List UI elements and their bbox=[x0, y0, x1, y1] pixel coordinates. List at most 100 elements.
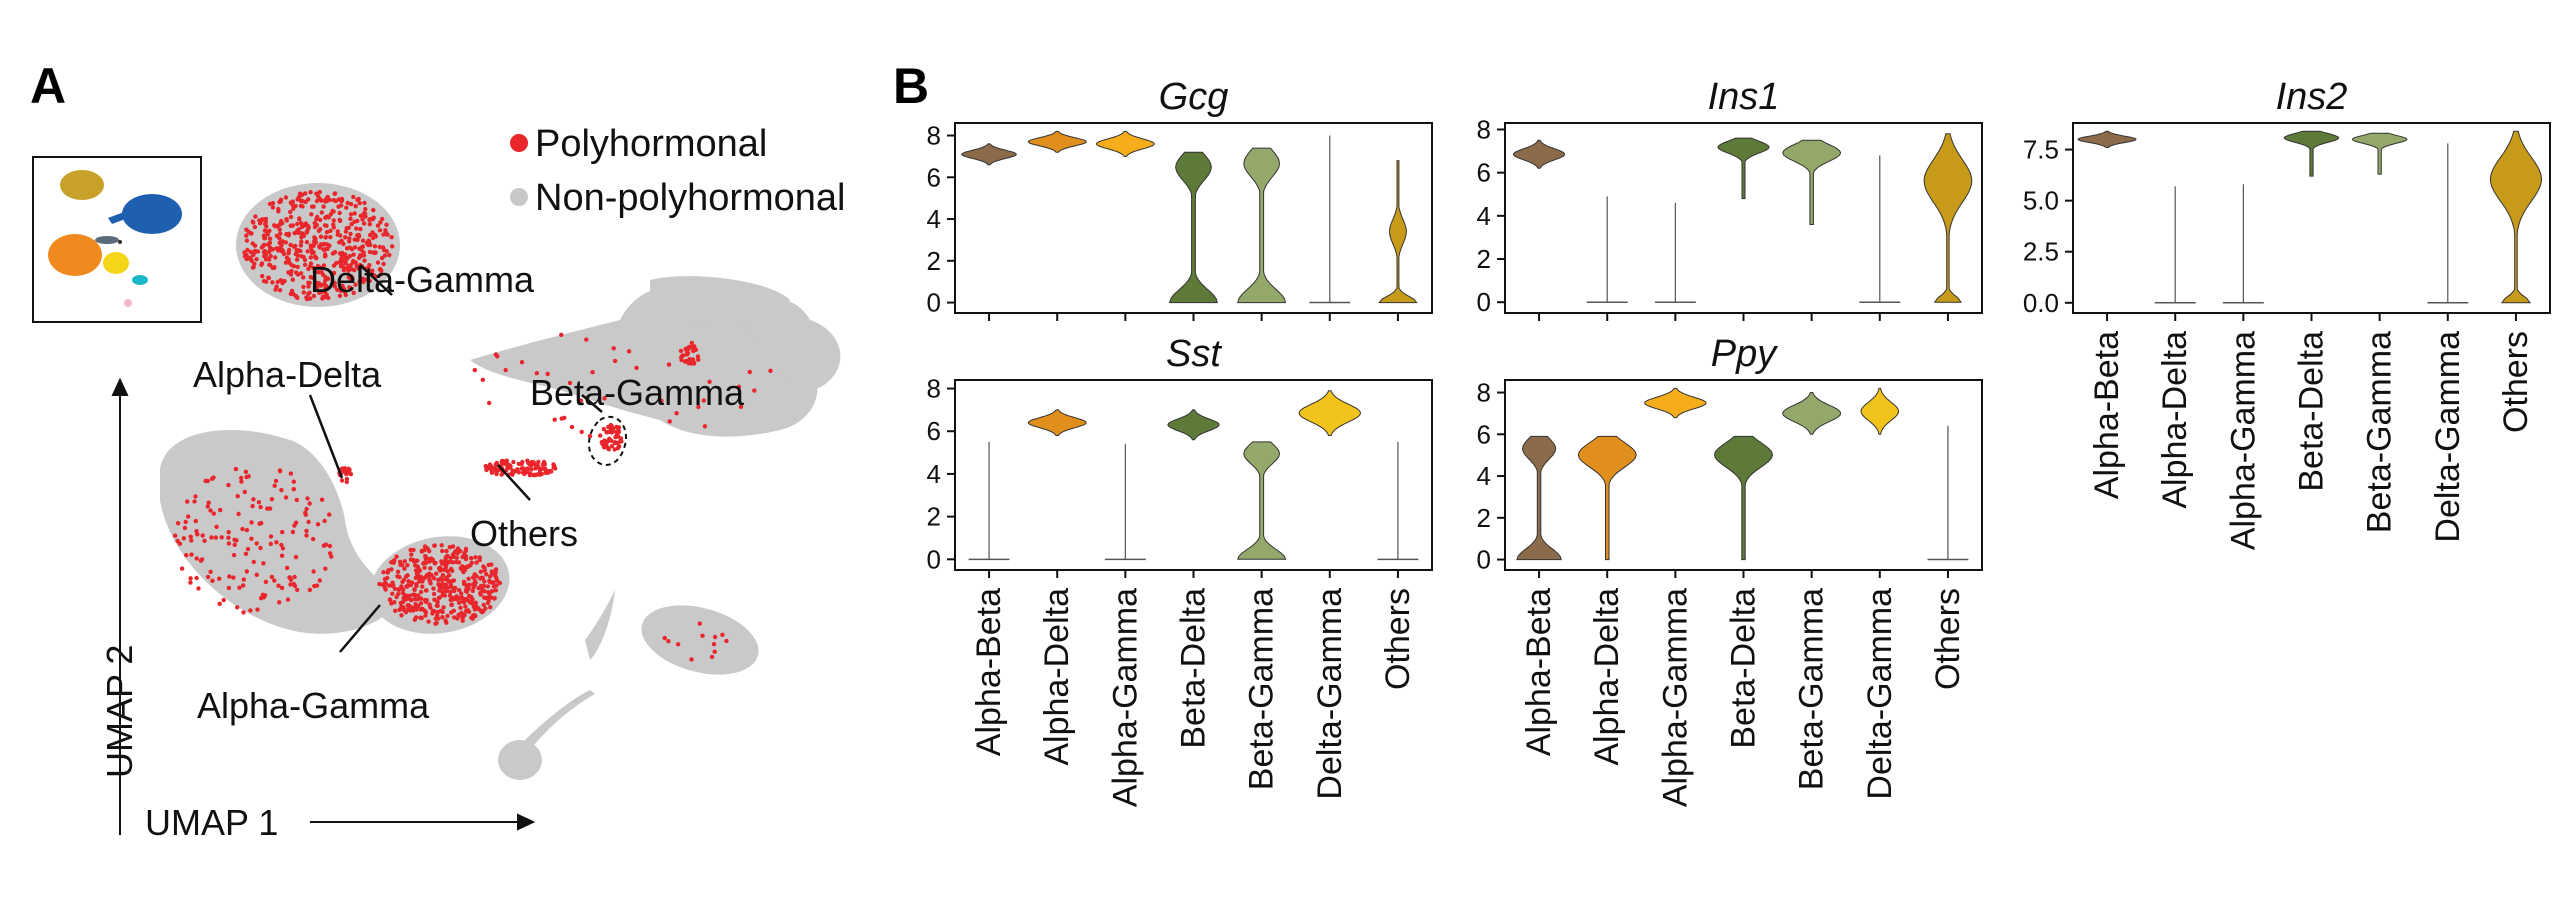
gene-title: Ppy bbox=[1711, 333, 1778, 375]
polyhormonal-point bbox=[357, 200, 362, 206]
polyhormonal-point bbox=[340, 466, 345, 471]
polyhormonal-point bbox=[290, 529, 296, 535]
polyhormonal-point bbox=[252, 261, 257, 267]
polyhormonal-point bbox=[402, 559, 407, 564]
polyhormonal-point bbox=[270, 201, 276, 206]
polyhormonal-point bbox=[346, 268, 351, 273]
polyhormonal-point bbox=[349, 247, 355, 252]
legend-marker-polyhormonal bbox=[510, 134, 528, 152]
polyhormonal-point bbox=[519, 360, 525, 365]
polyhormonal-point bbox=[251, 252, 256, 257]
gene-title: Gcg bbox=[1159, 76, 1229, 118]
polyhormonal-point bbox=[324, 223, 329, 228]
polyhormonal-point bbox=[613, 434, 619, 439]
polyhormonal-point bbox=[348, 231, 353, 237]
polyhormonal-point bbox=[666, 362, 672, 367]
polyhormonal-point bbox=[339, 478, 345, 483]
polyhormonal-point bbox=[709, 654, 715, 660]
polyhormonal-point bbox=[272, 578, 277, 583]
polyhormonal-point bbox=[312, 235, 317, 240]
polyhormonal-point bbox=[256, 500, 262, 505]
violin-alpha-beta bbox=[2077, 130, 2137, 148]
polyhormonal-point bbox=[248, 249, 253, 255]
polyhormonal-point bbox=[366, 239, 372, 244]
annotation-others: Others bbox=[470, 513, 578, 554]
polyhormonal-point bbox=[424, 588, 429, 593]
polyhormonal-point bbox=[385, 575, 390, 581]
polyhormonal-point bbox=[239, 475, 244, 481]
polyhormonal-point bbox=[301, 290, 306, 295]
polyhormonal-point bbox=[284, 217, 289, 222]
polyhormonal-point bbox=[325, 194, 330, 200]
polyhormonal-point bbox=[283, 240, 288, 245]
polyhormonal-point bbox=[605, 430, 610, 435]
polyhormonal-point bbox=[439, 543, 444, 548]
violin-panel-ins2: Ins2 0.0 2.5 5.0 7.5 Alpha-Beta Alpha-Delta Alp… bbox=[2023, 76, 2551, 550]
polyhormonal-point bbox=[418, 589, 424, 595]
polyhormonal-point bbox=[255, 607, 260, 612]
polyhormonal-point bbox=[567, 380, 573, 386]
polyhormonal-point bbox=[444, 575, 450, 580]
polyhormonal-point bbox=[423, 610, 429, 615]
polyhormonal-point bbox=[531, 460, 536, 465]
polyhormonal-point bbox=[484, 572, 489, 577]
polyhormonal-point bbox=[445, 613, 450, 619]
polyhormonal-point bbox=[634, 365, 639, 371]
polyhormonal-point bbox=[612, 358, 618, 364]
polyhormonal-point bbox=[491, 584, 497, 589]
polyhormonal-point bbox=[399, 613, 404, 618]
polyhormonal-point bbox=[281, 249, 286, 254]
y-tick-label: 2 bbox=[1477, 503, 1491, 533]
polyhormonal-point bbox=[348, 472, 354, 477]
polyhormonal-point bbox=[413, 615, 419, 620]
polyhormonal-point bbox=[383, 581, 389, 586]
polyhormonal-point bbox=[298, 271, 304, 276]
polyhormonal-point bbox=[205, 574, 211, 580]
polyhormonal-point bbox=[450, 578, 455, 584]
polyhormonal-point bbox=[188, 576, 193, 581]
polyhormonal-point bbox=[419, 615, 424, 621]
polyhormonal-point bbox=[263, 257, 269, 262]
polyhormonal-point bbox=[459, 591, 464, 596]
polyhormonal-point bbox=[481, 608, 486, 614]
polyhormonal-point bbox=[322, 254, 328, 259]
polyhormonal-point bbox=[366, 277, 371, 282]
panel-b-letter: B bbox=[893, 58, 929, 114]
y-tick-label: 0 bbox=[927, 288, 941, 318]
polyhormonal-point bbox=[260, 217, 265, 222]
polyhormonal-point bbox=[431, 591, 437, 597]
polyhormonal-point bbox=[680, 353, 686, 358]
polyhormonal-point bbox=[493, 567, 499, 572]
polyhormonal-point bbox=[452, 615, 457, 620]
polyhormonal-point bbox=[280, 529, 285, 535]
polyhormonal-point bbox=[332, 191, 338, 196]
category-label: Alpha-Gamma bbox=[2224, 331, 2262, 550]
polyhormonal-point bbox=[700, 633, 705, 638]
category-label: Alpha-Delta bbox=[1038, 588, 1076, 766]
polyhormonal-point bbox=[431, 586, 436, 591]
polyhormonal-point bbox=[355, 218, 360, 224]
polyhormonal-point bbox=[186, 514, 191, 519]
polyhormonal-point bbox=[396, 587, 401, 592]
polyhormonal-point bbox=[503, 367, 508, 373]
polyhormonal-point bbox=[288, 242, 293, 248]
polyhormonal-point bbox=[426, 619, 431, 624]
plot-frame bbox=[954, 379, 1433, 571]
polyhormonal-point bbox=[391, 558, 396, 564]
polyhormonal-point bbox=[194, 556, 199, 561]
violin-panel-ins1: Ins1 0 2 4 6 8 bbox=[1477, 76, 1983, 321]
polyhormonal-point bbox=[383, 587, 388, 592]
polyhormonal-point bbox=[307, 587, 313, 593]
polyhormonal-point bbox=[274, 284, 279, 289]
polyhormonal-point bbox=[440, 609, 445, 615]
violin-panels: Gcg 0 2 4 6 8 Ins1 0 2 4 6 8 Ins2 0.0 2.5 5.0 7.5 Alpha-B… bbox=[927, 76, 2551, 807]
polyhormonal-point bbox=[307, 280, 312, 286]
violin-alpha-delta bbox=[1577, 435, 1637, 561]
polyhormonal-point bbox=[542, 462, 547, 467]
polyhormonal-point bbox=[659, 398, 664, 403]
y-tick-label: 6 bbox=[927, 416, 941, 446]
polyhormonal-point bbox=[397, 574, 402, 580]
polyhormonal-point bbox=[695, 354, 701, 359]
polyhormonal-point bbox=[321, 204, 326, 209]
polyhormonal-point bbox=[466, 576, 471, 581]
